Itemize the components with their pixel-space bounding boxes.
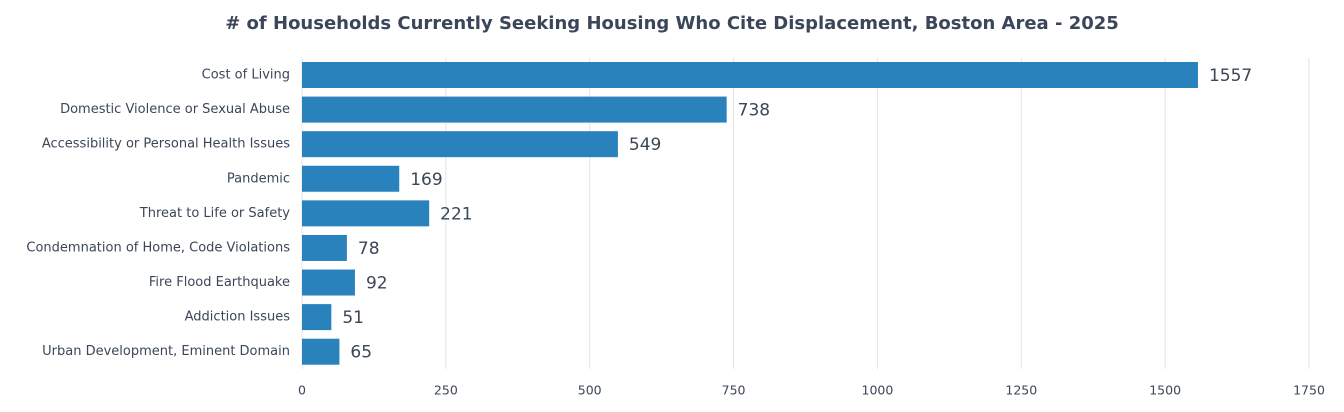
y-tick-label: Accessibility or Personal Health Issues xyxy=(42,137,290,152)
data-label: 65 xyxy=(350,343,372,363)
bar xyxy=(302,131,618,158)
data-label: 92 xyxy=(366,274,388,294)
data-label: 1557 xyxy=(1209,66,1252,86)
x-tick-label: 1000 xyxy=(862,383,894,398)
data-label: 51 xyxy=(342,308,364,328)
bar xyxy=(302,96,727,123)
data-label: 169 xyxy=(410,170,442,190)
x-tick-label: 250 xyxy=(434,383,458,398)
data-label: 549 xyxy=(629,135,661,155)
x-tick-label: 750 xyxy=(722,383,746,398)
bar xyxy=(302,165,400,192)
bar xyxy=(302,61,1198,88)
x-tick-label: 1250 xyxy=(1005,383,1037,398)
data-label: 78 xyxy=(358,239,380,259)
data-label: 738 xyxy=(738,101,770,121)
bar xyxy=(302,234,347,261)
bar xyxy=(302,338,340,365)
chart-title: # of Households Currently Seeking Housin… xyxy=(225,13,1119,34)
y-tick-label: Threat to Life or Safety xyxy=(139,206,290,221)
x-tick-label: 1500 xyxy=(1149,383,1181,398)
bar xyxy=(302,269,355,296)
y-tick-label: Fire Flood Earthquake xyxy=(149,275,290,290)
x-tick-label: 1750 xyxy=(1293,383,1325,398)
bar xyxy=(302,304,332,331)
y-tick-label: Cost of Living xyxy=(202,67,290,82)
y-tick-label: Pandemic xyxy=(227,171,290,186)
y-tick-label: Domestic Violence or Sexual Abuse xyxy=(60,102,290,117)
x-tick-label: 500 xyxy=(578,383,602,398)
y-tick-label: Urban Development, Eminent Domain xyxy=(42,344,290,359)
bar xyxy=(302,200,430,227)
y-tick-label: Addiction Issues xyxy=(185,310,291,325)
data-label: 221 xyxy=(440,204,472,224)
x-tick-label: 0 xyxy=(298,383,306,398)
y-tick-label: Condemnation of Home, Code Violations xyxy=(26,240,290,255)
